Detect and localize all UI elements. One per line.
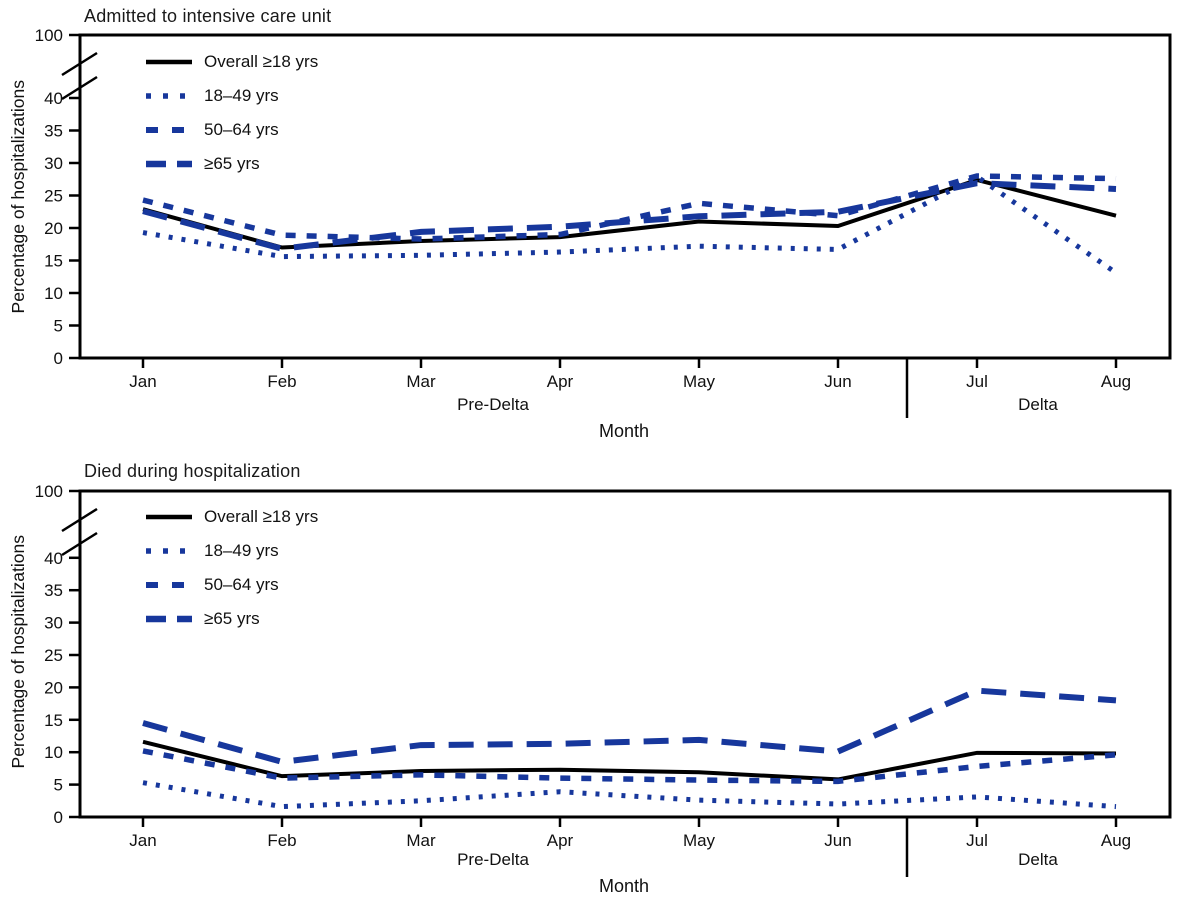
- death-period-label-delta: Delta: [1018, 850, 1058, 869]
- legend-row-50-64: 50–64 yrs: [146, 118, 318, 142]
- axis-break-slash: [61, 75, 98, 101]
- y-break-label: 100: [35, 26, 63, 45]
- y-tick-label: 40: [44, 549, 63, 568]
- x-tick-label: Apr: [547, 372, 574, 391]
- death-legend: Overall ≥18 yrs 18–49 yrs 50–64 yrs ≥65 …: [146, 505, 318, 641]
- legend-swatch-short-dash-icon: [146, 127, 192, 133]
- y-tick-label: 0: [54, 349, 63, 368]
- series-line-solid: [142, 739, 1117, 782]
- legend-swatch-long-dash-icon: [146, 615, 192, 623]
- legend-swatch-solid-icon: [146, 514, 192, 520]
- x-tick-label: Jan: [129, 831, 156, 850]
- legend-swatch-short-dash-icon: [146, 582, 192, 588]
- death-panel: 0 5 10 15 20 25 30 35 40 100 Jan Feb Mar Apr May Jun Jul…: [0, 455, 1200, 910]
- icu-period-label-pre-delta: Pre-Delta: [457, 395, 529, 414]
- legend-row-overall: Overall ≥18 yrs: [146, 505, 318, 529]
- legend-label-50-64: 50–64 yrs: [204, 120, 279, 139]
- x-tick-label: Jul: [966, 831, 988, 850]
- x-tick-label: Mar: [406, 831, 436, 850]
- x-tick-label: Aug: [1101, 372, 1131, 391]
- y-tick-label: 25: [44, 187, 63, 206]
- x-tick-label: Mar: [406, 372, 436, 391]
- icu-legend: Overall ≥18 yrs 18–49 yrs 50–64 yrs ≥65 …: [146, 50, 318, 186]
- y-tick-label: 5: [54, 317, 63, 336]
- legend-row-18-49: 18–49 yrs: [146, 539, 318, 563]
- y-tick-label: 10: [44, 284, 63, 303]
- y-tick-label: 30: [44, 154, 63, 173]
- legend-label-65plus: ≥65 yrs: [204, 154, 260, 173]
- y-tick-label: 20: [44, 678, 63, 697]
- axis-break-slash: [61, 51, 98, 77]
- x-tick-label: Jun: [824, 372, 851, 391]
- legend-swatch-dotted-icon: [146, 548, 192, 554]
- x-tick-label: Jun: [824, 831, 851, 850]
- legend-label-overall: Overall ≥18 yrs: [204, 507, 319, 526]
- death-chart-title: Died during hospitalization: [84, 461, 301, 481]
- icu-chart-plot: 0 5 10 15 20 25 30 35 40 100 Jan Feb Mar Apr May Jun Jul…: [35, 26, 1172, 418]
- death-x-axis-title: Month: [598, 876, 650, 896]
- y-tick-label: 35: [44, 122, 63, 141]
- y-tick-label: 30: [44, 614, 63, 633]
- icu-y-axis-label: Percentage of hospitalizations: [7, 80, 28, 314]
- death-period-label-pre-delta: Pre-Delta: [457, 850, 529, 869]
- legend-label-50-64: 50–64 yrs: [204, 575, 279, 594]
- y-tick-label: 25: [44, 646, 63, 665]
- legend-swatch-dotted-icon: [146, 93, 192, 99]
- axis-break-slash: [61, 507, 98, 533]
- x-tick-label: Feb: [267, 372, 296, 391]
- x-tick-label: Aug: [1101, 831, 1131, 850]
- icu-x-axis-title: Month: [598, 421, 650, 441]
- y-tick-label: 5: [54, 776, 63, 795]
- legend-swatch-solid-icon: [146, 59, 192, 65]
- series-line-dotted: [142, 780, 1117, 810]
- y-tick-label: 0: [54, 808, 63, 827]
- icu-chart-title: Admitted to intensive care unit: [84, 6, 332, 26]
- legend-row-18-49: 18–49 yrs: [146, 84, 318, 108]
- axis-break-slash: [61, 531, 98, 557]
- y-tick-label: 20: [44, 219, 63, 238]
- series-line-dashed-short: [142, 173, 1117, 242]
- y-tick-label: 35: [44, 581, 63, 600]
- legend-label-18-49: 18–49 yrs: [204, 541, 279, 560]
- series-line-dashed-short: [142, 748, 1117, 785]
- icu-period-label-delta: Delta: [1018, 395, 1058, 414]
- y-tick-label: 40: [44, 89, 63, 108]
- legend-row-50-64: 50–64 yrs: [146, 573, 318, 597]
- y-break-label: 100: [35, 482, 63, 501]
- legend-label-overall: Overall ≥18 yrs: [204, 52, 319, 71]
- legend-row-65plus: ≥65 yrs: [146, 152, 318, 176]
- legend-label-18-49: 18–49 yrs: [204, 86, 279, 105]
- x-tick-label: May: [683, 372, 716, 391]
- x-tick-label: Jan: [129, 372, 156, 391]
- series-line-dotted: [142, 173, 1118, 275]
- x-tick-label: May: [683, 831, 716, 850]
- y-tick-label: 15: [44, 252, 63, 271]
- icu-panel: 0 5 10 15 20 25 30 35 40 100 Jan Feb Mar Apr May Jun Jul…: [7, 6, 1172, 441]
- y-tick-label: 10: [44, 743, 63, 762]
- legend-label-65plus: ≥65 yrs: [204, 609, 260, 628]
- x-tick-label: Jul: [966, 372, 988, 391]
- series-line-dashed-long: [142, 687, 1117, 765]
- x-tick-label: Apr: [547, 831, 574, 850]
- series-line-dashed-long: [142, 180, 1117, 252]
- death-y-axis-label: Percentage of hospitalizations: [7, 535, 28, 769]
- x-tick-label: Feb: [267, 831, 296, 850]
- legend-swatch-long-dash-icon: [146, 160, 192, 168]
- y-tick-label: 15: [44, 711, 63, 730]
- death-chart-plot: 0 5 10 15 20 25 30 35 40 100 Jan Feb Mar Apr May Jun Jul…: [35, 482, 1172, 877]
- legend-row-65plus: ≥65 yrs: [146, 607, 318, 631]
- legend-row-overall: Overall ≥18 yrs: [146, 50, 318, 74]
